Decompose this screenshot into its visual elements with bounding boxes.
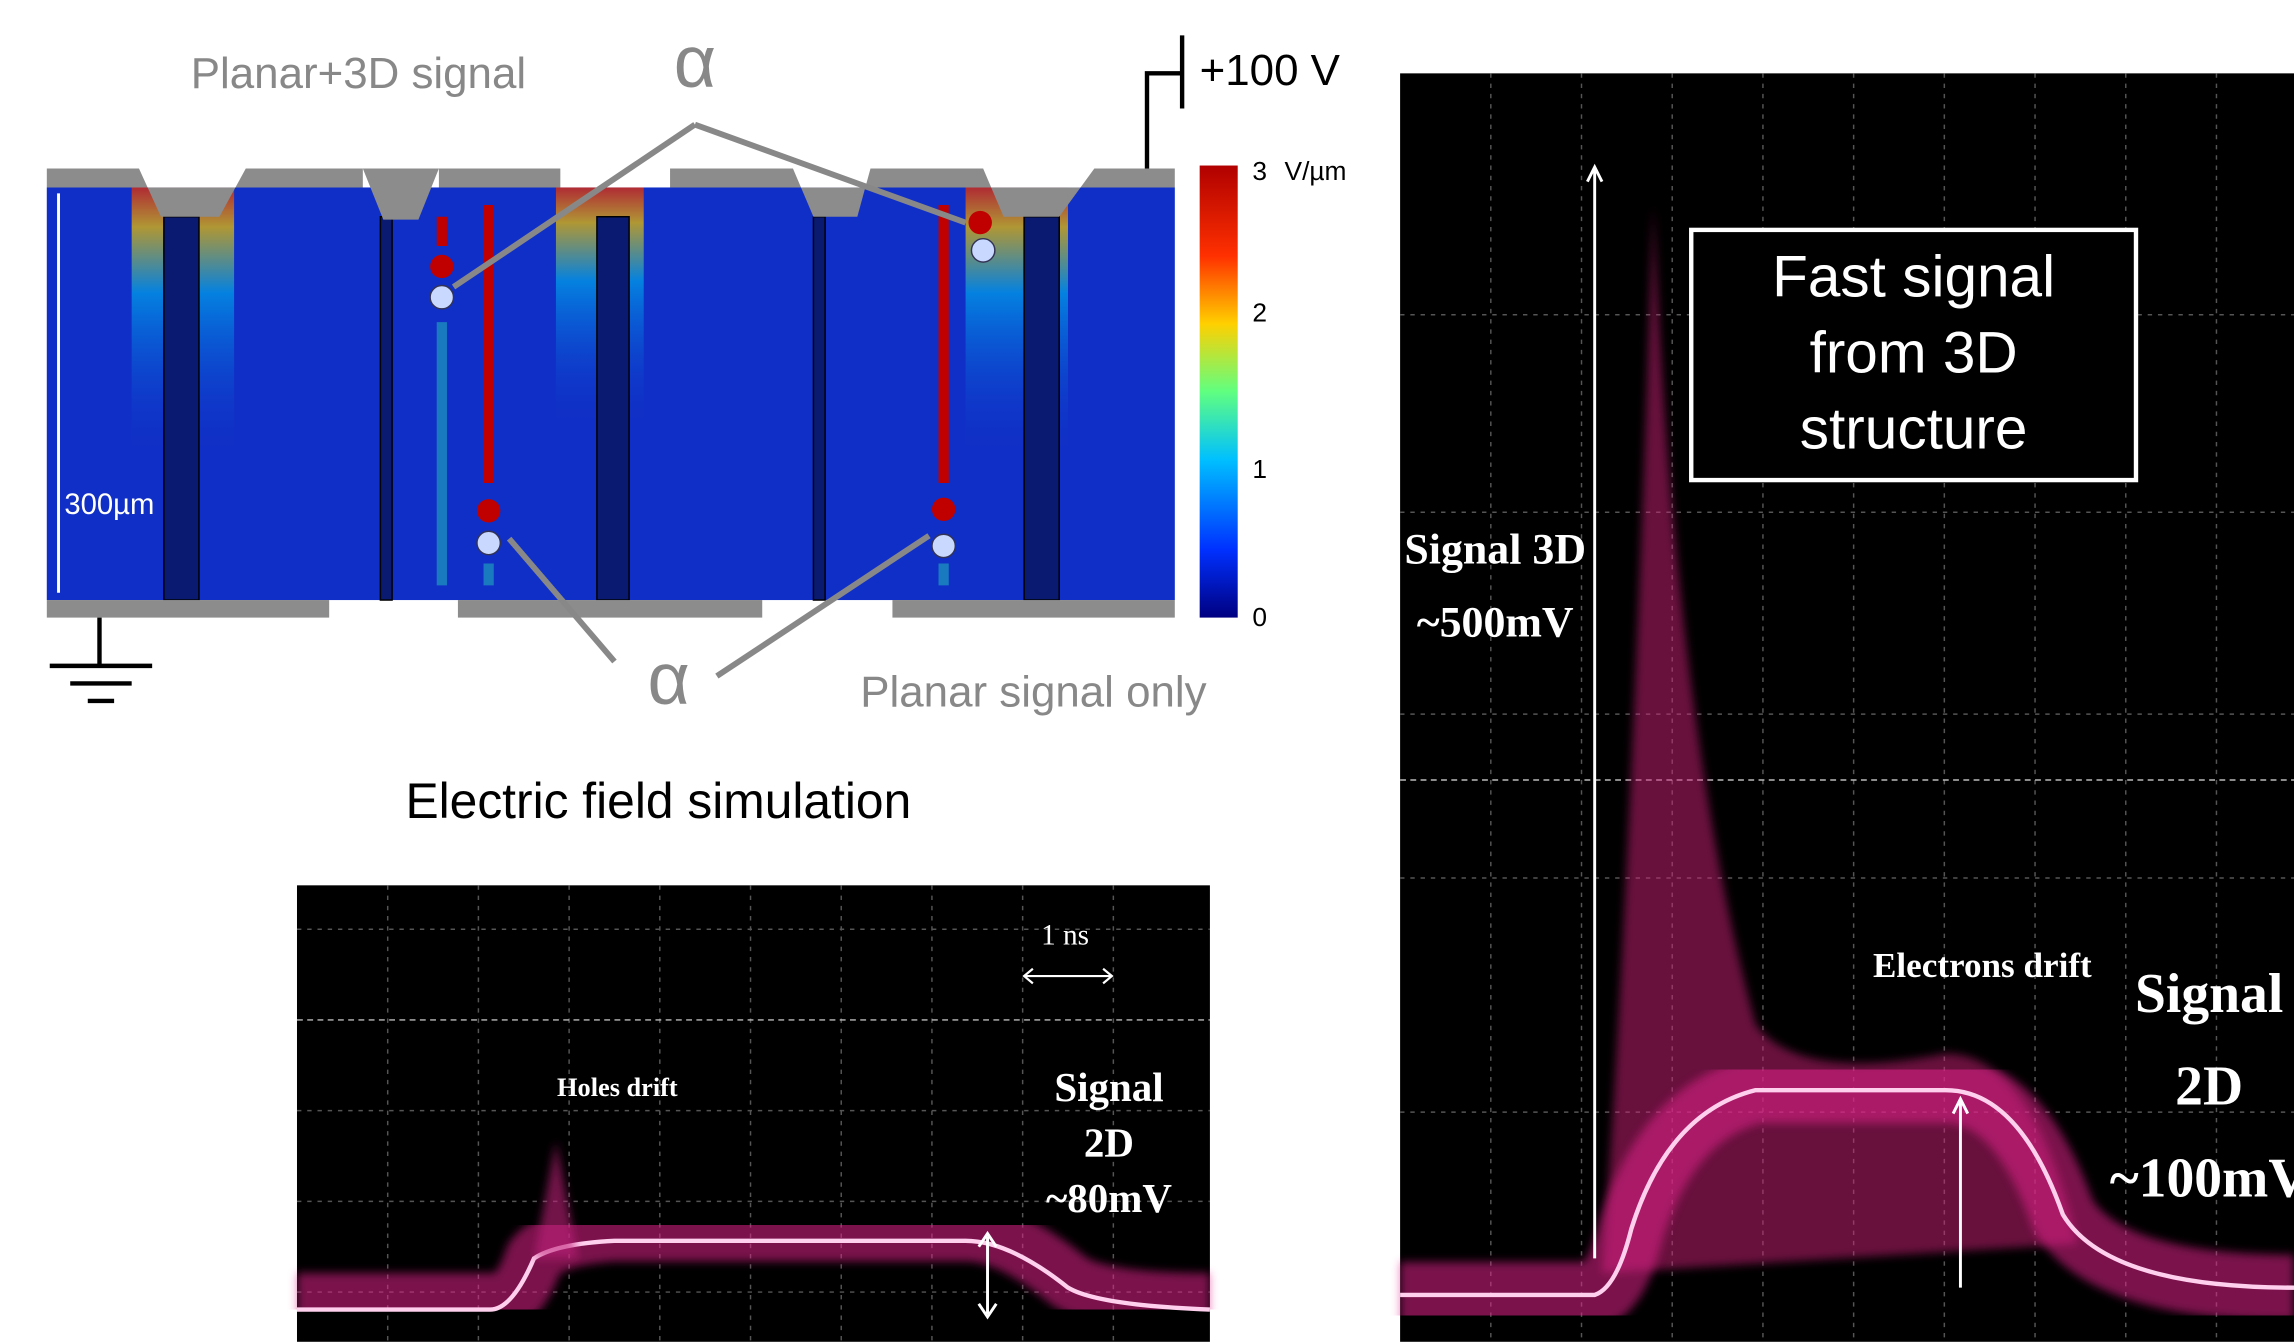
annotation: Holes drift <box>557 1073 678 1102</box>
sensor <box>47 35 1182 701</box>
caption: Electric field simulation <box>405 773 911 829</box>
colorbar-tick: 2 <box>1252 298 1267 328</box>
signal-label: Signal <box>1054 1064 1163 1110</box>
signal-label: Signal 3D <box>1404 525 1586 573</box>
label: Planar+3D signal <box>191 49 526 98</box>
signal-label: 2D <box>2175 1055 2243 1117</box>
time-scale: 1 ns <box>1041 920 1089 952</box>
figure: 3 2 1 0 Planar+3D signal α α +100 V V/µm 30… <box>0 0 2294 1342</box>
colorbar-tick: 3 <box>1252 156 1267 186</box>
scope-2d <box>297 885 1210 1341</box>
label: Planar signal only <box>860 668 1206 717</box>
signal-label: ~100mV <box>2110 1148 2294 1210</box>
thickness: 300µm <box>64 489 154 521</box>
signal-label: ~500mV <box>1417 598 1574 646</box>
colorbar-tick: 0 <box>1252 602 1267 632</box>
colorbar-unit: V/µm <box>1285 156 1347 186</box>
signal-label: Signal <box>2135 963 2283 1025</box>
box-text: structure <box>1800 397 2028 462</box>
alpha: α <box>674 21 716 103</box>
annotation: Electrons drift <box>1873 946 2092 985</box>
colorbar-tick: 1 <box>1252 454 1267 484</box>
colorbar <box>1200 166 1238 618</box>
voltage: +100 V <box>1200 46 1341 95</box>
alpha: α <box>647 638 689 720</box>
signal-label: ~80mV <box>1046 1175 1172 1221</box>
box-text: from 3D <box>1810 321 2018 386</box>
signal-label: 2D <box>1084 1120 1134 1166</box>
box-text: Fast signal <box>1772 245 2055 310</box>
